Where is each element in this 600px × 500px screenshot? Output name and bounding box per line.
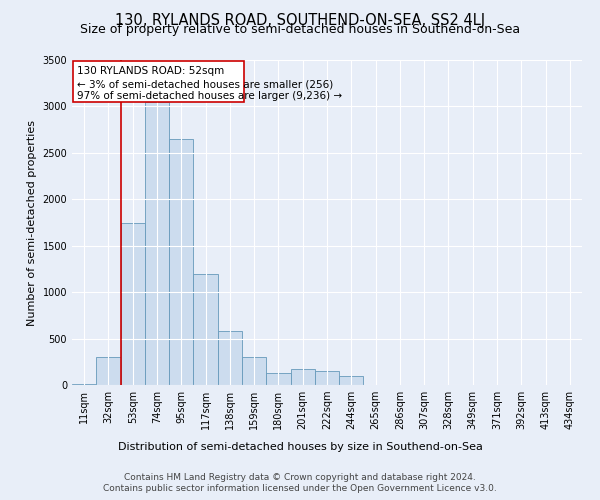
Y-axis label: Number of semi-detached properties: Number of semi-detached properties [27, 120, 37, 326]
Bar [290, 369, 315, 385]
Bar [96, 357, 121, 385]
Bar [145, 102, 169, 385]
Text: Size of property relative to semi-detached houses in Southend-on-Sea: Size of property relative to semi-detach… [80, 22, 520, 36]
Text: 97% of semi-detached houses are larger (9,236) →: 97% of semi-detached houses are larger (… [77, 90, 342, 101]
Text: 130, RYLANDS ROAD, SOUTHEND-ON-SEA, SS2 4LJ: 130, RYLANDS ROAD, SOUTHEND-ON-SEA, SS2 … [115, 12, 485, 28]
Text: Distribution of semi-detached houses by size in Southend-on-Sea: Distribution of semi-detached houses by … [118, 442, 482, 452]
Bar [315, 371, 339, 385]
Bar [339, 376, 364, 385]
Bar [193, 274, 218, 385]
Bar [169, 139, 193, 385]
Text: 130 RYLANDS ROAD: 52sqm: 130 RYLANDS ROAD: 52sqm [77, 66, 224, 76]
Bar [266, 373, 290, 385]
Bar [72, 384, 96, 385]
FancyBboxPatch shape [73, 61, 244, 102]
Text: ← 3% of semi-detached houses are smaller (256): ← 3% of semi-detached houses are smaller… [77, 79, 333, 89]
Bar [242, 357, 266, 385]
Text: Contains public sector information licensed under the Open Government Licence v3: Contains public sector information licen… [103, 484, 497, 493]
Bar [218, 331, 242, 385]
Bar [121, 222, 145, 385]
Text: Contains HM Land Registry data © Crown copyright and database right 2024.: Contains HM Land Registry data © Crown c… [124, 472, 476, 482]
